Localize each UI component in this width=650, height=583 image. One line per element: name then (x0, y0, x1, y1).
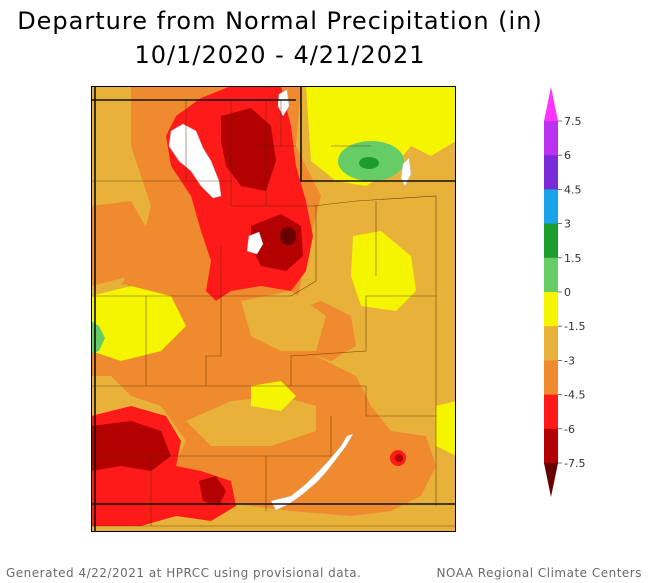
legend-tick-label: 6 (564, 149, 571, 162)
lakes (168, 89, 412, 511)
legend-swatch-dark-red (544, 428, 558, 464)
legend-swatch-orange (544, 360, 558, 396)
map-date-range: 10/1/2020 - 4/21/2021 (134, 41, 426, 69)
color-legend: 7.5 6 4.5 3 1.5 0 -1.5 -3 -4.5 -6 -7.5 (544, 87, 585, 497)
legend-tick-label: 1.5 (564, 252, 582, 265)
map-frame (91, 86, 456, 532)
legend-swatch-red (544, 394, 558, 430)
legend-tick-label: 4.5 (564, 183, 582, 196)
legend-tick-label: -1.5 (564, 320, 585, 333)
legend-top-arrow (544, 87, 558, 121)
utah-lake (246, 231, 264, 255)
legend-tick-label: -3 (564, 354, 575, 367)
footer-generated-note: Generated 4/22/2021 at HPRCC using provi… (6, 566, 362, 580)
legend-tick-label: -7.5 (564, 457, 585, 470)
lake-powell (270, 433, 354, 511)
state-boundaries (91, 86, 456, 532)
legend-tick-label: 0 (564, 286, 571, 299)
legend-swatch-violet (544, 121, 558, 156)
legend-swatch-dark-green (544, 223, 558, 259)
precipitation-departure-map (91, 86, 456, 532)
legend-tick-label: 7.5 (564, 115, 582, 128)
legend-tick-label: -6 (564, 423, 575, 436)
legend-swatch-light-green (544, 257, 558, 293)
legend-tick-label: -4.5 (564, 389, 585, 402)
green-area (359, 157, 379, 169)
legend-tick-label: 3 (564, 218, 571, 231)
map-title: Departure from Normal Precipitation (in) (17, 7, 543, 35)
legend-bottom-arrow (544, 463, 558, 497)
legend-swatch-blue (544, 189, 558, 225)
legend-swatch-yellow (544, 292, 558, 327)
legend-swatch-purple (544, 155, 558, 190)
footer-source-credit: NOAA Regional Climate Centers (436, 566, 642, 580)
maroon-core (280, 227, 296, 245)
reservoir-east (400, 157, 412, 187)
legend-swatch-gold (544, 326, 558, 361)
county-boundaries (91, 99, 456, 527)
great-salt-lake (168, 123, 222, 199)
